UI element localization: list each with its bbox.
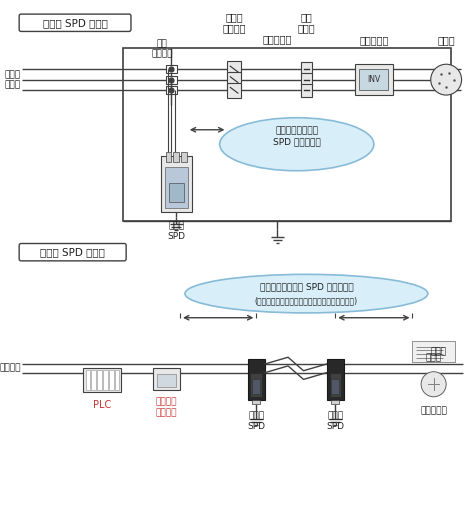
Text: (距離が長いとこの間で誘導雷サージを拾うため): (距離が長いとこの間で誘導雷サージを拾うため) xyxy=(254,296,357,305)
Bar xyxy=(358,69,387,90)
Bar xyxy=(83,368,121,392)
Ellipse shape xyxy=(219,117,373,171)
Bar xyxy=(114,370,119,390)
Bar xyxy=(300,73,311,86)
Bar xyxy=(250,372,261,397)
Bar xyxy=(165,76,177,84)
Bar xyxy=(247,359,264,400)
Text: 盤フレーム: 盤フレーム xyxy=(262,34,292,44)
Bar xyxy=(109,370,113,390)
Text: モータ: モータ xyxy=(436,35,454,45)
Text: 電源用
SPD: 電源用 SPD xyxy=(167,221,185,241)
Text: この距離を最短で
SPD を設置する: この距離を最短で SPD を設置する xyxy=(272,127,320,146)
Bar xyxy=(165,86,177,94)
FancyBboxPatch shape xyxy=(19,14,131,31)
Bar xyxy=(168,183,184,202)
Text: 発信器: 発信器 xyxy=(425,353,441,363)
Bar xyxy=(173,152,179,162)
Text: 三　相
主回路: 三 相 主回路 xyxy=(5,70,21,89)
Text: 栓形
ヒューズ: 栓形 ヒューズ xyxy=(151,39,172,58)
Bar xyxy=(331,380,338,394)
Bar xyxy=(165,152,171,162)
FancyBboxPatch shape xyxy=(19,244,126,261)
Text: PLC: PLC xyxy=(93,400,111,410)
Text: インバータ: インバータ xyxy=(358,35,388,45)
Circle shape xyxy=(420,372,445,397)
Bar xyxy=(91,370,96,390)
Text: オート
ブレーカ: オート ブレーカ xyxy=(222,12,245,33)
Bar xyxy=(329,372,340,397)
Bar xyxy=(165,65,177,73)
Bar xyxy=(227,72,240,87)
Text: 信号用
SPD: 信号用 SPD xyxy=(326,411,344,430)
Text: 電磁
開閉器: 電磁 開閉器 xyxy=(297,12,315,33)
Text: 各種センサ: 各種センサ xyxy=(419,406,446,416)
Bar xyxy=(354,64,392,95)
Bar xyxy=(252,380,259,394)
Bar xyxy=(412,341,454,362)
Bar xyxy=(164,167,188,208)
Text: INV: INV xyxy=(367,75,380,84)
Bar xyxy=(300,62,311,76)
Text: この距離を最短で SPD を設置する: この距離を最短で SPD を設置する xyxy=(259,282,352,291)
Bar xyxy=(227,83,240,98)
Bar xyxy=(123,48,450,221)
Text: 熱電対: 熱電対 xyxy=(429,347,446,356)
Text: 電源用 SPD の場合: 電源用 SPD の場合 xyxy=(42,18,107,28)
Bar xyxy=(153,368,180,390)
Bar xyxy=(160,156,191,212)
Text: トランス
デューサ: トランス デューサ xyxy=(156,398,177,417)
Text: 操作回路: 操作回路 xyxy=(0,364,21,373)
Bar xyxy=(86,370,90,390)
Bar xyxy=(157,373,176,387)
Circle shape xyxy=(430,64,461,95)
Bar xyxy=(326,359,343,400)
Text: 信号用 SPD の場合: 信号用 SPD の場合 xyxy=(40,247,105,257)
Bar xyxy=(227,62,240,77)
Bar xyxy=(97,370,102,390)
Bar xyxy=(252,400,259,404)
Bar xyxy=(103,370,108,390)
Bar xyxy=(331,400,338,404)
Bar xyxy=(181,152,187,162)
Bar xyxy=(300,84,311,97)
Ellipse shape xyxy=(185,274,427,313)
Text: 信号用
SPD: 信号用 SPD xyxy=(247,411,265,430)
